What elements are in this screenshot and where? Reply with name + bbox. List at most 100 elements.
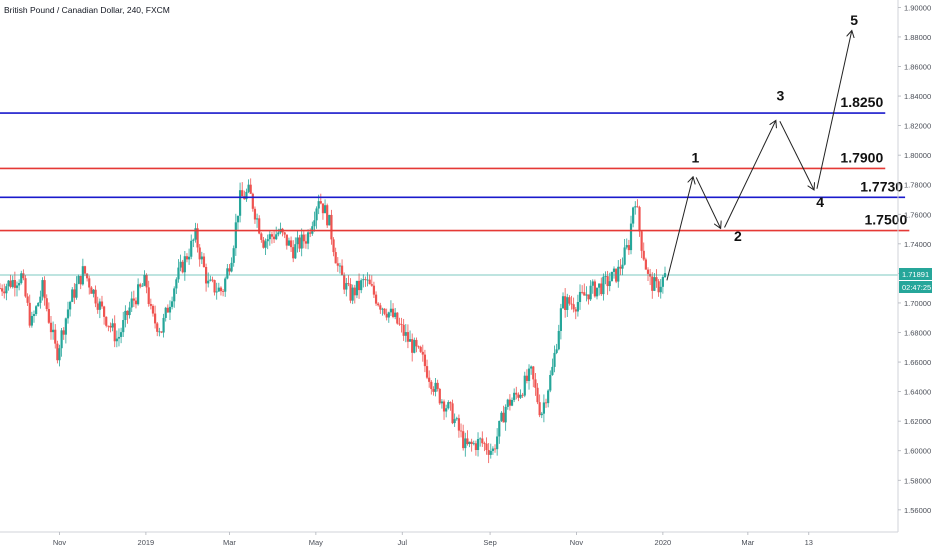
- candle-body: [519, 394, 522, 398]
- candle-body: [553, 352, 556, 367]
- candle-body: [619, 266, 622, 269]
- candle-body: [525, 375, 529, 381]
- candle-body: [557, 330, 560, 350]
- candle-body: [508, 399, 512, 406]
- y-tick-label: 1.80000: [904, 151, 931, 160]
- candle-body: [247, 184, 250, 192]
- candle-body: [13, 280, 16, 288]
- candle-body: [600, 283, 603, 295]
- candle-body: [207, 280, 210, 284]
- candle-body: [430, 381, 433, 390]
- candle-body: [474, 443, 478, 451]
- candle-body: [49, 322, 53, 333]
- candle-body: [107, 325, 110, 327]
- candle-body: [347, 283, 350, 285]
- candle-body: [606, 276, 609, 287]
- candle-body: [362, 279, 365, 281]
- candle-body: [100, 301, 104, 307]
- candle-body: [272, 236, 276, 240]
- candle-body: [151, 305, 155, 314]
- candle-body: [156, 323, 159, 332]
- candle-body: [462, 431, 465, 449]
- candle-body: [298, 237, 301, 249]
- candle-body: [632, 207, 635, 224]
- candle-body: [411, 339, 414, 353]
- candle-body: [423, 354, 427, 367]
- candle-body: [432, 389, 435, 392]
- candle-body: [113, 323, 116, 342]
- candle-body: [213, 280, 216, 293]
- candle-body: [9, 280, 12, 287]
- price-axis: 1.56000 1.58000 1.60000 1.62000 1.64000 1.660…: [897, 0, 932, 532]
- candle-body: [283, 232, 286, 235]
- candle-body: [315, 208, 318, 221]
- candle-body: [455, 418, 458, 420]
- candle-body: [555, 349, 558, 353]
- y-tick-label: 1.64000: [904, 388, 931, 397]
- candle-body: [547, 390, 550, 404]
- candle-body: [268, 234, 271, 240]
- wave-arrow: [666, 178, 693, 281]
- candle-body: [117, 336, 121, 339]
- candle-body: [576, 302, 579, 312]
- candle-body: [489, 450, 492, 455]
- candle-body: [400, 324, 403, 325]
- x-tick-label: Jul: [397, 538, 407, 547]
- candle-body: [260, 233, 263, 240]
- candle-body: [181, 261, 184, 273]
- candle-body: [168, 306, 172, 313]
- candle-body: [103, 306, 106, 317]
- candle-body: [183, 256, 186, 273]
- candle-body: [198, 247, 201, 260]
- candle-body: [77, 275, 80, 284]
- y-tick-label: 1.58000: [904, 476, 931, 485]
- candle-body: [219, 287, 223, 292]
- candle-body: [487, 449, 490, 455]
- candle-body: [11, 280, 14, 287]
- candle-body: [428, 377, 431, 382]
- candle-body: [612, 268, 616, 272]
- candle-body: [457, 418, 461, 431]
- candle-body: [587, 294, 590, 300]
- candle-body: [391, 308, 395, 317]
- candle-body: [387, 312, 390, 318]
- candle-body: [559, 308, 562, 331]
- candle-body: [160, 331, 163, 333]
- candle-body: [37, 302, 40, 307]
- candle-body: [111, 323, 114, 328]
- candle-body: [294, 244, 297, 259]
- candle-body: [445, 408, 448, 412]
- candle-body: [585, 294, 588, 296]
- candle-body: [544, 402, 548, 404]
- candle-body: [496, 436, 499, 450]
- candle-body: [202, 256, 206, 268]
- candle-body: [421, 351, 424, 355]
- candle-body: [598, 283, 601, 288]
- wave-label: 3: [777, 87, 785, 103]
- candle-body: [627, 245, 630, 251]
- candle-body: [568, 297, 571, 304]
- candle-body: [302, 234, 305, 242]
- y-tick-label: 1.78000: [904, 181, 931, 190]
- candle-body: [440, 401, 444, 404]
- candle-body: [476, 439, 480, 451]
- x-tick-label: Sep: [483, 538, 496, 547]
- candle-body: [217, 287, 220, 292]
- candle-body: [258, 218, 261, 234]
- candle-body: [502, 412, 505, 423]
- candle-body: [249, 184, 252, 194]
- candle-body: [75, 283, 78, 298]
- candle-body: [145, 274, 148, 288]
- wave-label: 4: [816, 194, 824, 210]
- candle-body: [629, 223, 633, 251]
- candle-body: [330, 214, 333, 240]
- x-tick-label: Mar: [223, 538, 236, 547]
- candle-body: [470, 441, 473, 444]
- candle-body: [379, 305, 382, 310]
- candle-body: [332, 239, 335, 253]
- x-tick-label: 13: [805, 538, 813, 547]
- candle-body: [64, 318, 67, 335]
- candle-body: [306, 232, 310, 244]
- level-label: 1.7730: [860, 178, 903, 194]
